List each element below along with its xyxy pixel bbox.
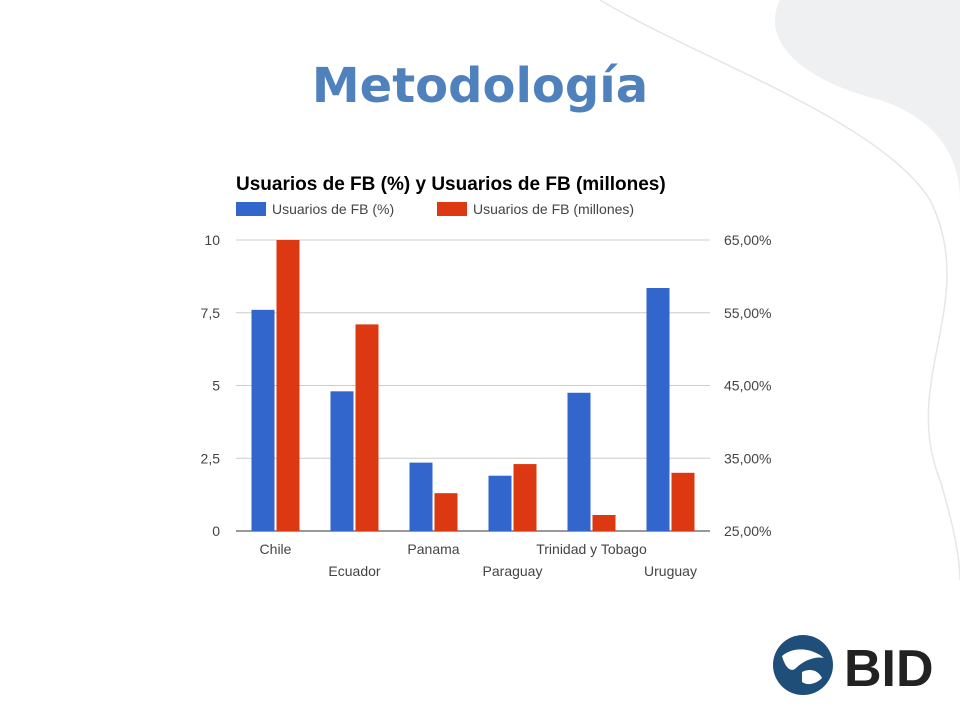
bar xyxy=(355,324,379,531)
legend-label: Usuarios de FB (%) xyxy=(272,201,394,217)
y-right-tick-label: 55,00% xyxy=(724,305,771,321)
y-left-tick-label: 10 xyxy=(204,232,220,248)
x-category-label: Chile xyxy=(260,541,292,557)
y-right-tick-label: 45,00% xyxy=(724,378,771,394)
bar xyxy=(488,475,512,531)
bar xyxy=(513,464,537,531)
chart-title: Usuarios de FB (%) y Usuarios de FB (mil… xyxy=(236,174,666,195)
bar xyxy=(671,472,695,531)
x-category-label: Ecuador xyxy=(328,563,380,579)
x-category-label: Trinidad y Tobago xyxy=(536,541,647,557)
legend-swatch xyxy=(437,202,467,216)
slide-title: Metodología xyxy=(311,58,649,114)
bar xyxy=(434,493,458,531)
x-category-label: Uruguay xyxy=(644,563,697,579)
bar xyxy=(592,514,616,531)
legend-label: Usuarios de FB (millones) xyxy=(473,201,634,217)
bar xyxy=(276,240,300,531)
bid-logo: BID xyxy=(773,635,934,696)
legend-swatch xyxy=(236,202,266,216)
bar xyxy=(409,462,433,531)
y-left-tick-label: 0 xyxy=(212,523,220,539)
logo-text: BID xyxy=(844,640,934,696)
x-category-label: Panama xyxy=(407,541,459,557)
bar xyxy=(330,391,354,531)
globe-icon xyxy=(773,635,833,695)
bar xyxy=(646,288,670,531)
y-right-tick-label: 35,00% xyxy=(724,450,771,466)
y-right-tick-label: 25,00% xyxy=(724,523,771,539)
y-right-tick-label: 65,00% xyxy=(724,232,771,248)
x-category-label: Paraguay xyxy=(483,563,543,579)
bar xyxy=(567,392,591,531)
y-left-tick-label: 7,5 xyxy=(201,305,221,321)
y-left-tick-label: 5 xyxy=(212,378,220,394)
bar xyxy=(251,309,275,531)
y-left-tick-label: 2,5 xyxy=(201,450,221,466)
